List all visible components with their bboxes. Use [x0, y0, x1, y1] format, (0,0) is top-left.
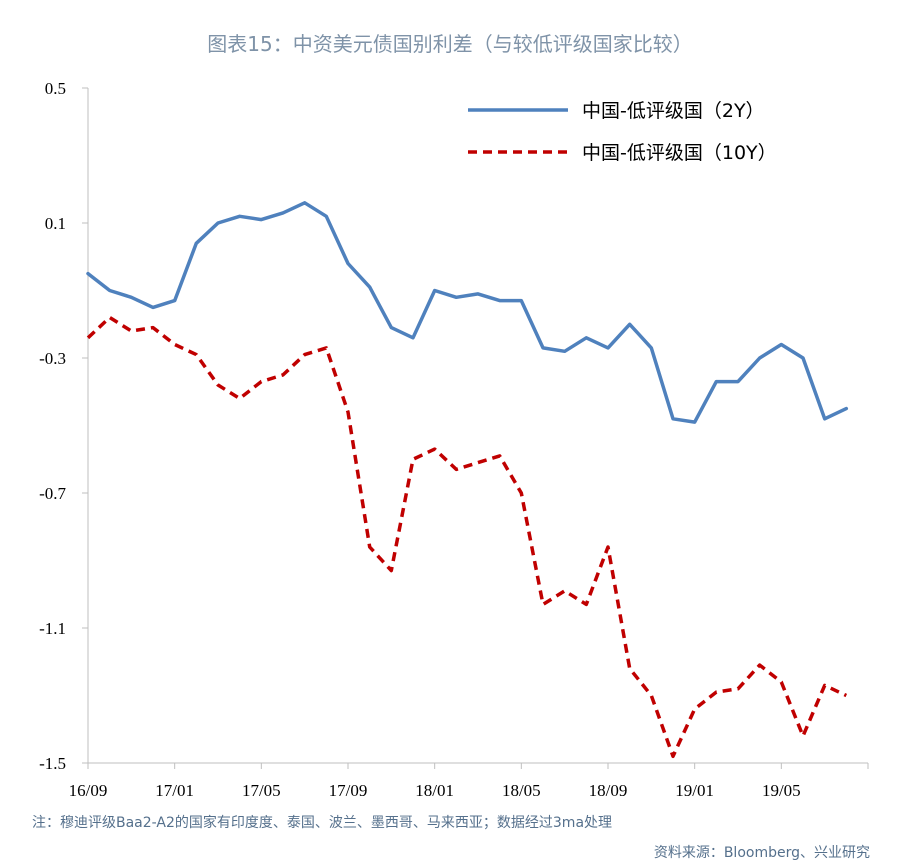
axes: 0.5 0.1 -0.3 -0.7 -1.1 -1.516/09 17/01 17/05 17/… — [39, 79, 869, 800]
chart-title: 图表15：中资美元债国别利差（与较低评级国家比较） — [207, 32, 693, 56]
y-tick-label: -1.1 — [39, 619, 66, 638]
chart-note: 注：穆迪评级Baa2-A2的国家有印度度、泰国、波兰、墨西哥、马来西亚；数据经过… — [32, 815, 613, 831]
x-tick-label: 17/05 — [242, 781, 281, 800]
x-tick-label: 17/01 — [155, 781, 194, 800]
x-tick-label: 16/09 — [69, 781, 108, 800]
y-tick-label: -1.5 — [39, 754, 66, 773]
y-tick-label: -0.7 — [39, 484, 66, 503]
x-tick-label: 18/01 — [415, 781, 454, 800]
y-tick-label: 0.5 — [45, 79, 66, 98]
chart-source: 资料来源：Bloomberg、兴业研究 — [653, 845, 870, 861]
legend-label-10y: 中国-低评级国（10Y） — [582, 142, 777, 164]
x-tick-label: 19/01 — [675, 781, 714, 800]
x-tick-label: 18/09 — [589, 781, 628, 800]
legend: 中国-低评级国（2Y） 中国-低评级国（10Y） — [468, 100, 777, 164]
y-tick-label: -0.3 — [39, 349, 66, 368]
x-tick-label: 18/05 — [502, 781, 541, 800]
series-2y-line — [86, 201, 849, 424]
x-tick-label: 17/09 — [329, 781, 368, 800]
x-tick-label: 19/05 — [762, 781, 801, 800]
legend-label-2y: 中国-低评级国（2Y） — [582, 100, 765, 122]
series-lines — [86, 201, 849, 759]
y-tick-label: 0.1 — [45, 214, 66, 233]
series-10y-line — [86, 315, 848, 759]
